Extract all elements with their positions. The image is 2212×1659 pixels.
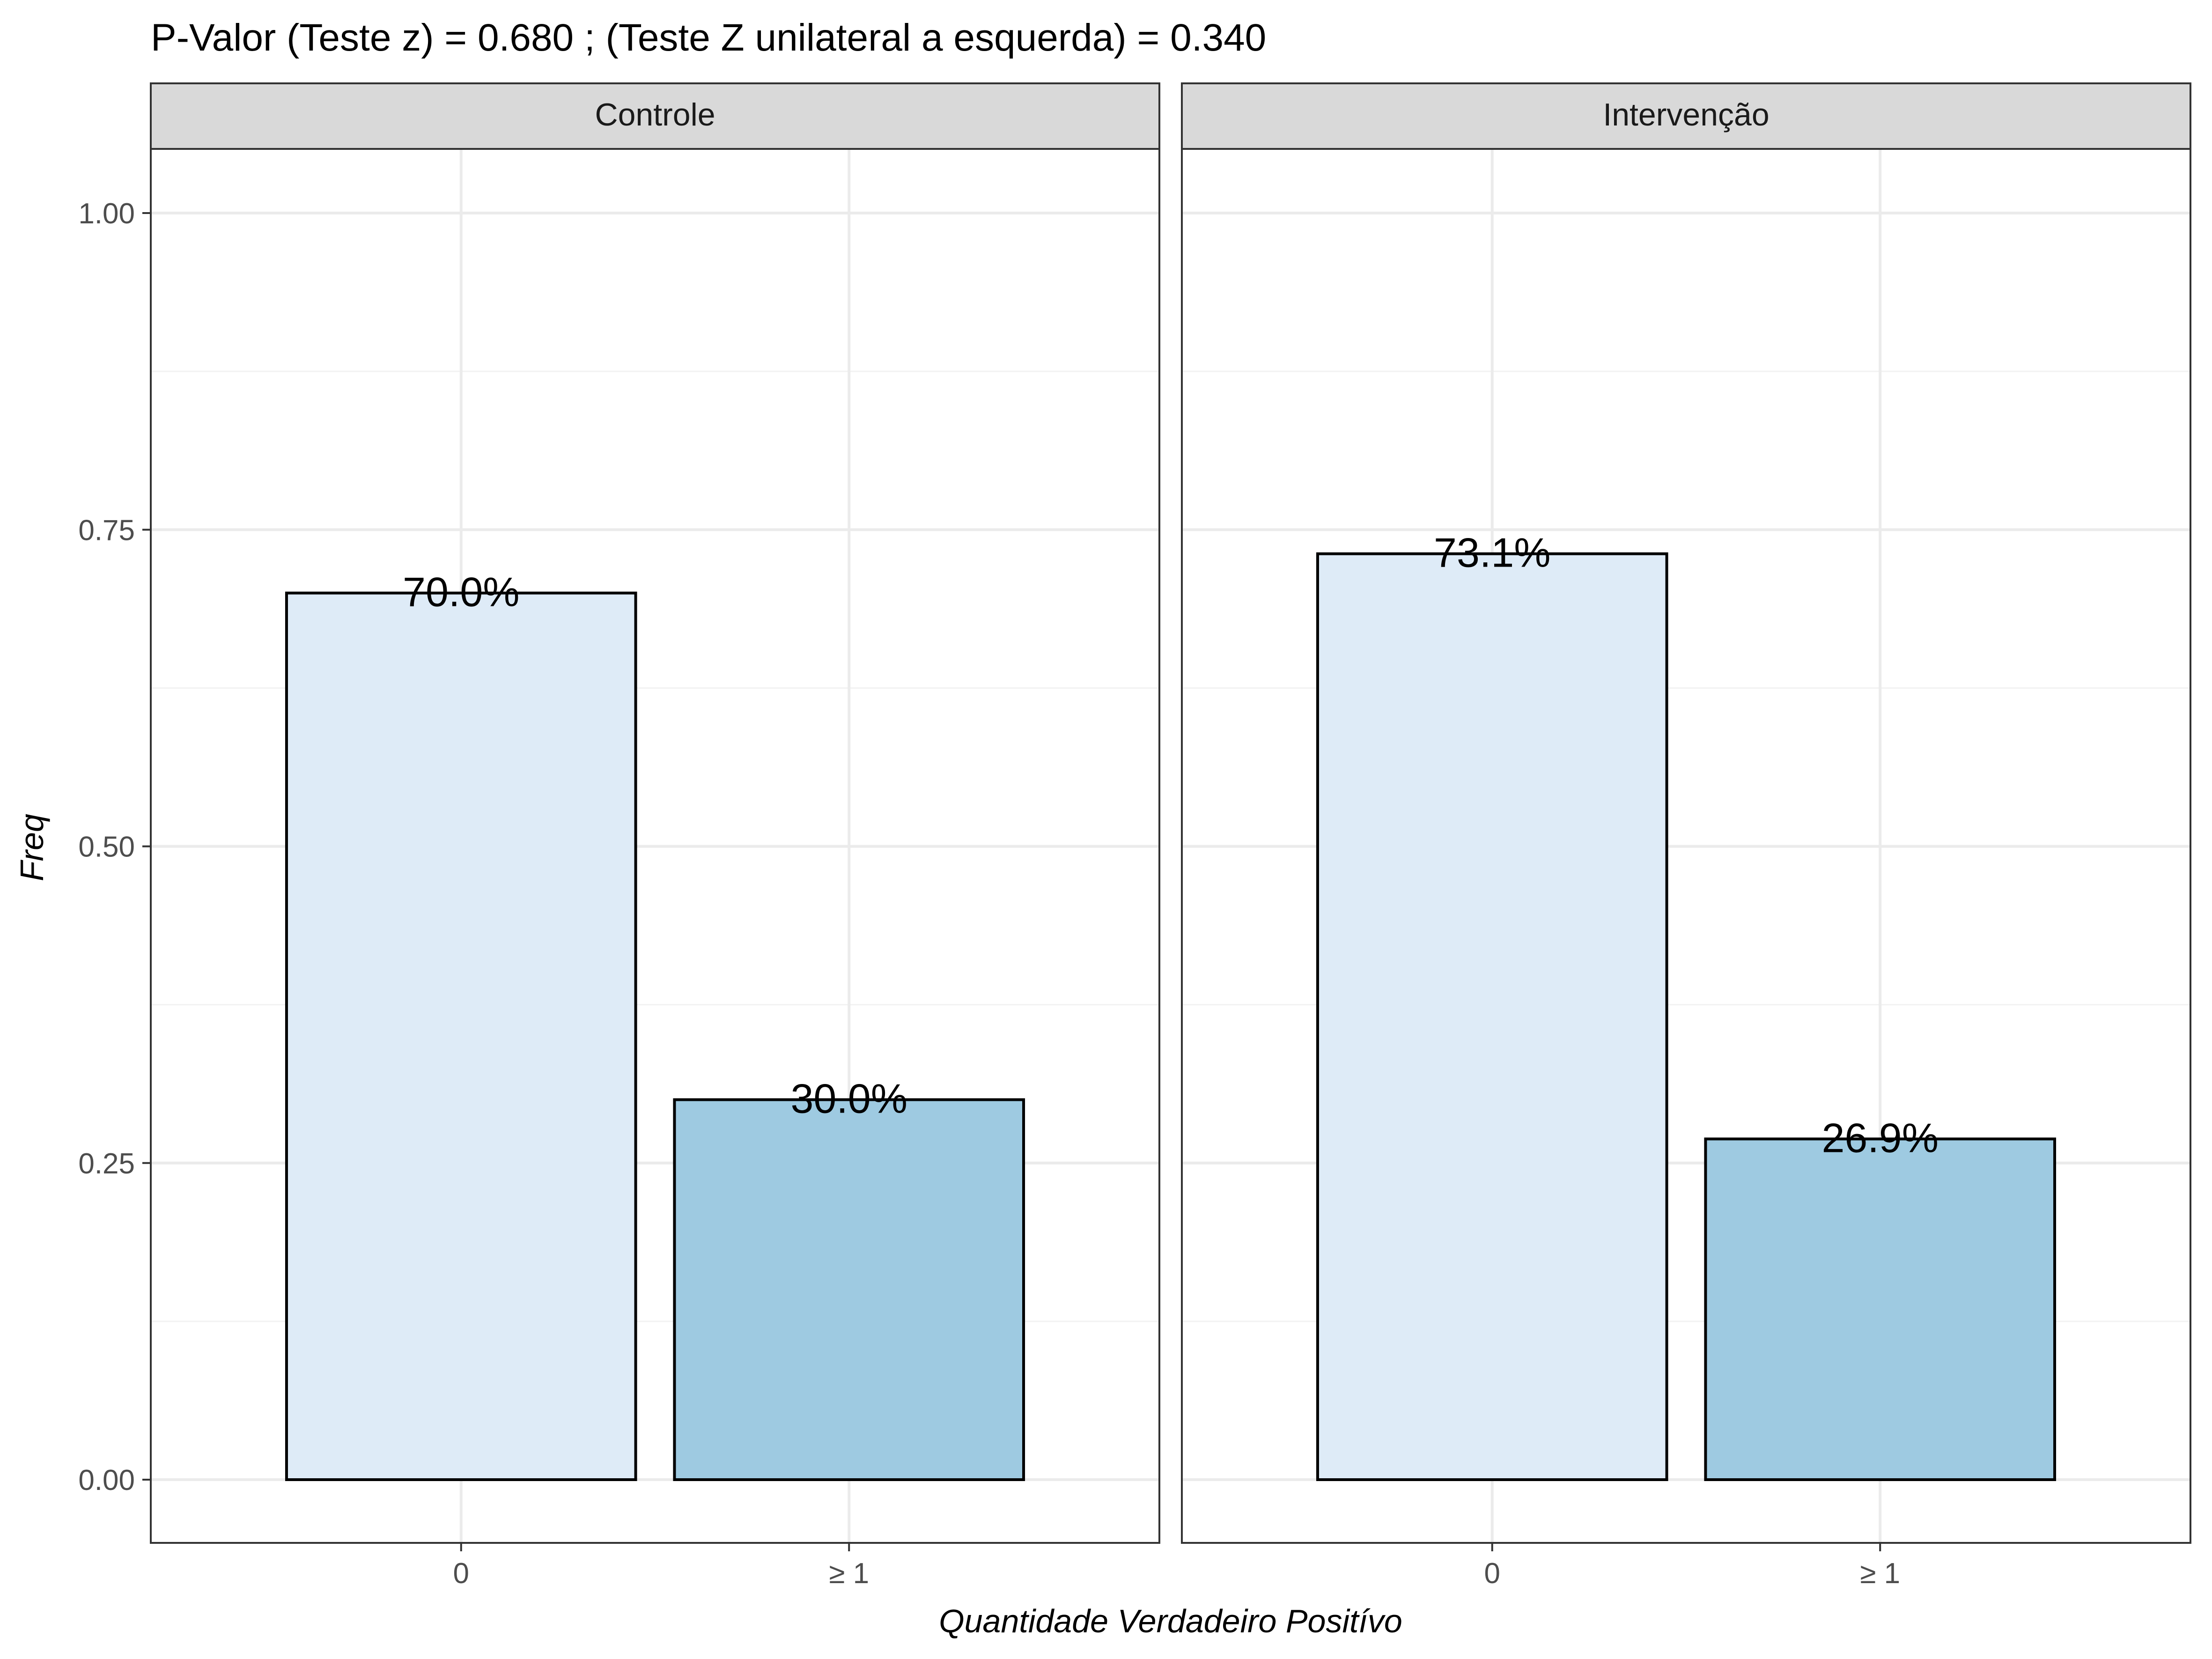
- facet-panel-1: Controle 70.0% 30.0% 0 ≥ 1: [150, 82, 1160, 1590]
- x-tick-label: ≥ 1: [829, 1557, 869, 1590]
- x-tick-label: 0: [453, 1557, 469, 1590]
- facet-panel-2: Intervenção 73.1% 26.9% 0 ≥ 1: [1181, 82, 2191, 1590]
- chart-title: P-Valor (Teste z) = 0.680 ; (Teste Z uni…: [151, 16, 1266, 59]
- y-tick-label: 0.00: [78, 1464, 135, 1497]
- bar-data-label: 70.0%: [403, 569, 520, 615]
- y-tick-label: 0.50: [78, 831, 135, 863]
- panel-border: [1181, 148, 2191, 1544]
- bar-data-label: 26.9%: [1821, 1114, 1939, 1161]
- facet-strip-label: Intervenção: [1603, 97, 1769, 133]
- y-tick-label: 0.75: [78, 514, 135, 546]
- y-axis: 0.00 0.25 0.50 0.75 1.00: [78, 198, 151, 1497]
- bar-one-or-more: [673, 1098, 1025, 1481]
- bar-zero: [285, 591, 637, 1481]
- bar-data-label: 73.1%: [1434, 530, 1551, 576]
- bar-zero: [1316, 552, 1668, 1481]
- x-tick-label: 0: [1484, 1557, 1500, 1590]
- x-tick-label: ≥ 1: [1860, 1557, 1900, 1590]
- bar-data-label: 30.0%: [790, 1076, 907, 1122]
- facet-strip-label: Controle: [595, 97, 715, 133]
- x-axis-title: Quantidade Verdadeiro Positívo: [939, 1603, 1402, 1639]
- facet-strip: [1181, 82, 2191, 150]
- bar-one-or-more: [1704, 1137, 2057, 1481]
- y-tick-label: 1.00: [78, 198, 135, 230]
- facet-strip: [150, 82, 1160, 150]
- y-tick-label: 0.25: [78, 1148, 135, 1180]
- facet-panels: Controle 70.0% 30.0% 0 ≥ 1 Intervenção 73.1% 26…: [150, 82, 2191, 1590]
- y-axis-title: Freq: [14, 814, 50, 881]
